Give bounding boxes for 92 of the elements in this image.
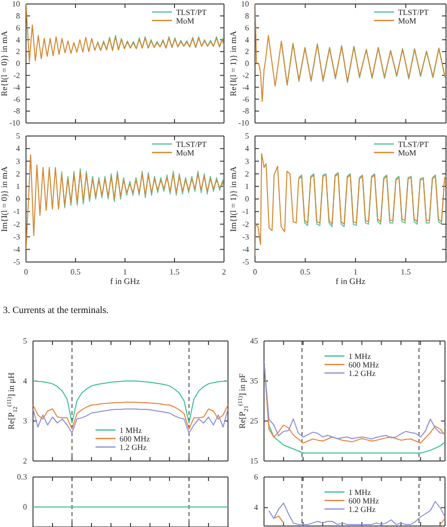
legend-label: 1.2 GHz	[348, 505, 376, 514]
y-tick-label: 0	[16, 194, 20, 204]
y-tick-label: 6	[254, 472, 258, 482]
y-tick-label: 0	[245, 59, 249, 68]
legend-label: TLST/PT	[398, 140, 429, 149]
y-tick-label: -6	[242, 94, 249, 104]
y-tick-label: 10	[12, 0, 20, 9]
legend-label: 600 MHz	[120, 434, 150, 444]
x-tick-label: 1	[123, 268, 127, 277]
y-tick-label: 0	[245, 194, 249, 204]
y-tick-label: 45	[250, 336, 258, 346]
line-series	[61, 168, 224, 208]
x-tick-label: 0.5	[70, 268, 80, 277]
y-tick-label: 6	[16, 23, 20, 32]
y-tick-label: -10	[9, 118, 20, 128]
legend-label: TLST/PT	[176, 8, 207, 17]
y-tick-label: -1	[13, 207, 20, 216]
y-tick-label: 3	[16, 156, 20, 166]
x-axis-title: f in GHz	[336, 276, 366, 286]
legend-label: MoM	[398, 16, 416, 26]
y-tick-label: 1	[16, 182, 20, 191]
y-axis-title: Im{I(l = 1)} in mA	[228, 165, 238, 232]
x-axis-title: f in GHz	[110, 276, 140, 286]
y-tick-label: -10	[238, 118, 249, 128]
legend-label: MoM	[398, 148, 416, 158]
y-tick-label: 2	[245, 169, 249, 178]
legend-label: 600 MHz	[348, 496, 380, 506]
y-tick-label: 3	[23, 416, 27, 426]
legend-label: MoM	[176, 148, 194, 158]
y-tick-label: -3	[13, 232, 20, 242]
y-tick-label: 25	[250, 416, 258, 426]
y-tick-label: -1	[242, 207, 249, 216]
y-tick-label: 1	[245, 182, 249, 191]
y-tick-label: 8	[245, 11, 249, 20]
legend-label: 1 MHz	[348, 352, 372, 361]
y-tick-label: 2	[23, 456, 27, 466]
y-tick-label: 4	[254, 503, 258, 512]
y-tick-label: -4	[242, 244, 249, 254]
y-tick-label: 0	[23, 502, 27, 512]
y-tick-label: -5	[242, 258, 249, 267]
y-axis-title: Re{I(l = 0)} in mA	[0, 30, 9, 96]
y-tick-label: 4	[16, 35, 20, 44]
y-tick-label: 2	[245, 47, 249, 56]
y-tick-label: 6	[245, 23, 249, 32]
legend-label: MoM	[176, 16, 194, 26]
line-series	[33, 380, 228, 424]
legend-label: 1.2 GHz	[348, 369, 376, 378]
y-tick-label: 8	[16, 11, 20, 20]
y-tick-label: 15	[250, 456, 258, 466]
legend-label: 1 MHz	[348, 488, 372, 497]
x-tick-label: 1.5	[400, 268, 411, 277]
y-tick-label: 4	[245, 35, 249, 44]
y-axis-title: Im{I(l = 0)} in mA	[0, 165, 9, 232]
y-tick-label: 5	[16, 132, 20, 141]
legend-label: 600 MHz	[348, 360, 380, 370]
y-tick-label: -4	[13, 82, 20, 92]
y-tick-label: 0.3	[17, 472, 27, 482]
y-tick-label: 0	[16, 59, 20, 68]
y-tick-label: 3	[245, 156, 249, 166]
y-tick-label: 4	[245, 144, 249, 154]
line-series	[26, 154, 224, 250]
y-tick-label: -4	[13, 244, 20, 254]
y-tick-label: -8	[13, 106, 20, 116]
y-tick-label: 4	[16, 144, 20, 154]
y-tick-label: 2	[16, 47, 20, 56]
y-tick-label: 35	[250, 376, 258, 386]
y-tick-label: 5	[23, 336, 27, 346]
x-tick-label: 1	[354, 268, 358, 277]
y-tick-label: -6	[13, 94, 20, 104]
text: 3. Currents at the terminals.	[3, 306, 109, 316]
y-axis-title: Re{I(l = 1)} in mA	[228, 30, 238, 96]
legend-label: TLST/PT	[398, 8, 429, 17]
legend-label: 1.2 GHz	[120, 443, 148, 452]
x-tick-label: 0.5	[300, 268, 310, 277]
y-tick-label: -2	[13, 70, 20, 80]
y-tick-label: 4	[23, 376, 27, 386]
y-tick-label: -8	[242, 106, 249, 116]
y-tick-label: -4	[242, 82, 249, 92]
y-tick-label: -5	[13, 258, 20, 267]
x-tick-label: 2	[222, 268, 226, 277]
line-series	[33, 402, 228, 430]
line-series	[33, 408, 228, 434]
y-tick-label: -2	[242, 220, 249, 229]
y-tick-label: -3	[242, 232, 249, 242]
y-tick-label: -2	[13, 220, 20, 229]
x-tick-label: 1.5	[170, 268, 180, 277]
legend-label: 1 MHz	[120, 426, 142, 435]
y-tick-label: 10	[241, 0, 249, 9]
y-tick-label: 5	[245, 132, 249, 141]
y-tick-label: 2	[16, 169, 20, 178]
legend-label: TLST/PT	[176, 140, 207, 149]
y-tick-label: -2	[242, 70, 249, 80]
